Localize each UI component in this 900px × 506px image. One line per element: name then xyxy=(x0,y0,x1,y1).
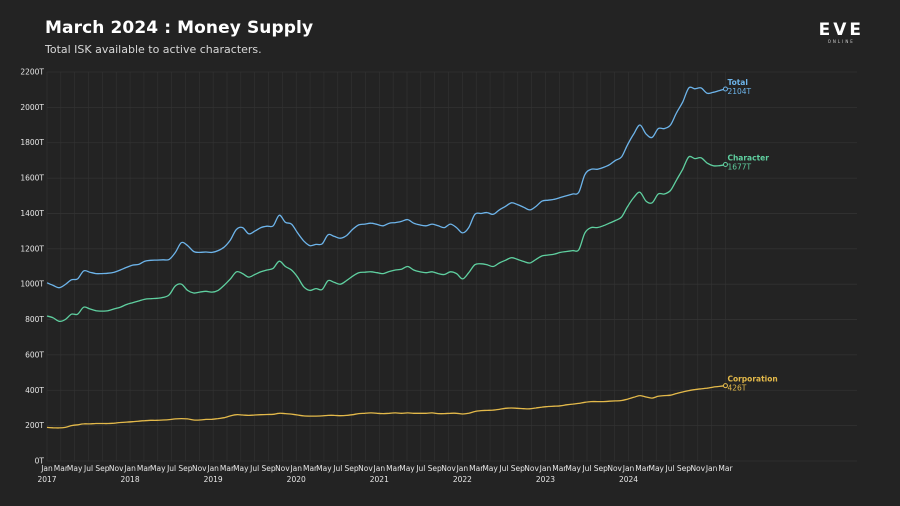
x-year-label: 2019 xyxy=(204,475,223,484)
x-tick-label: Mar xyxy=(469,464,484,473)
x-tick-label: Jul xyxy=(166,464,176,473)
y-tick-label: 1400T xyxy=(20,209,44,218)
x-tick-label: Mar xyxy=(137,464,152,473)
y-tick-label: 200T xyxy=(25,421,44,430)
x-tick-label: May xyxy=(565,464,581,473)
x-tick-label: Jul xyxy=(415,464,425,473)
y-tick-label: 1800T xyxy=(20,138,44,147)
series-end-marker-total xyxy=(722,86,728,92)
x-tick-label: Sep xyxy=(428,464,442,473)
x-axis: Jan Mar May Jul Sep Nov Jan Mar May Jul Sep Nov Jan M… xyxy=(37,464,733,484)
x-tick-label: Mar xyxy=(386,464,401,473)
x-tick-label: Jul xyxy=(498,464,508,473)
x-tick-label: Sep xyxy=(594,464,608,473)
x-tick-label: Jan xyxy=(705,464,718,473)
x-tick-label: Sep xyxy=(95,464,109,473)
x-year-label: 2023 xyxy=(536,475,555,484)
x-tick-label: Sep xyxy=(677,464,691,473)
x-tick-label: Jul xyxy=(83,464,93,473)
x-tick-label: Nov xyxy=(358,464,373,473)
y-tick-label: 800T xyxy=(25,315,44,324)
x-tick-label: Jul xyxy=(581,464,591,473)
x-year-label: 2024 xyxy=(619,475,638,484)
series-line-character xyxy=(46,155,726,323)
y-tick-label: 600T xyxy=(25,350,44,359)
x-tick-label: Mar xyxy=(635,464,650,473)
x-tick-label: Mar xyxy=(220,464,235,473)
x-tick-label: Jan xyxy=(40,464,53,473)
logo-wordmark: EVE xyxy=(818,20,864,40)
x-year-label: 2021 xyxy=(370,475,389,484)
x-tick-label: Mar xyxy=(718,464,733,473)
x-tick-label: Mar xyxy=(552,464,567,473)
x-tick-label: May xyxy=(648,464,664,473)
x-tick-label: Nov xyxy=(524,464,539,473)
x-tick-label: Nov xyxy=(109,464,124,473)
x-tick-label: Jan xyxy=(206,464,219,473)
series-line-total xyxy=(46,86,726,289)
chart-title: March 2024 : Money Supply xyxy=(45,18,314,38)
series-value-total: 2104T xyxy=(727,87,751,96)
x-tick-label: Nov xyxy=(607,464,622,473)
x-tick-label: Mar xyxy=(54,464,69,473)
x-tick-label: Jul xyxy=(332,464,342,473)
x-tick-label: Jan xyxy=(539,464,552,473)
x-tick-label: Nov xyxy=(275,464,290,473)
x-tick-label: Jan xyxy=(456,464,469,473)
series-name-total: Total xyxy=(727,78,748,87)
x-tick-label: Sep xyxy=(178,464,192,473)
x-tick-label: May xyxy=(399,464,415,473)
x-tick-label: May xyxy=(482,464,498,473)
x-year-label: 2022 xyxy=(453,475,472,484)
x-tick-label: Mar xyxy=(303,464,318,473)
x-tick-label: Jul xyxy=(249,464,259,473)
x-tick-label: Jan xyxy=(622,464,635,473)
eve-online-logo: EVE ONLINE xyxy=(819,22,864,45)
x-tick-label: Nov xyxy=(441,464,456,473)
x-year-label: 2018 xyxy=(121,475,140,484)
x-year-label: 2020 xyxy=(287,475,306,484)
x-tick-label: Jul xyxy=(665,464,675,473)
x-tick-label: Jan xyxy=(289,464,302,473)
y-tick-label: 400T xyxy=(25,386,44,395)
y-tick-label: 0T xyxy=(35,457,45,466)
x-tick-label: Jan xyxy=(373,464,386,473)
series-line-corporation xyxy=(46,385,726,429)
y-tick-label: 1000T xyxy=(20,280,44,289)
logo-tagline: ONLINE xyxy=(827,39,855,44)
x-tick-label: Sep xyxy=(345,464,359,473)
x-tick-label: Nov xyxy=(690,464,705,473)
x-tick-label: Jan xyxy=(123,464,136,473)
x-tick-label: May xyxy=(150,464,166,473)
x-tick-label: Sep xyxy=(261,464,275,473)
y-tick-label: 2000T xyxy=(20,103,44,112)
chart-subtitle: Total ISK available to active characters… xyxy=(45,43,262,56)
y-tick-label: 1600T xyxy=(20,174,44,183)
x-tick-label: May xyxy=(67,464,83,473)
series-lines xyxy=(46,86,728,429)
y-axis: 0T 200T 400T 600T 800T 1000T 1200T 1400T 1600T 18… xyxy=(20,68,44,466)
series-end-marker-character xyxy=(722,161,728,167)
series-name-corporation: Corporation xyxy=(727,375,777,384)
series-name-character: Character xyxy=(727,153,769,162)
x-tick-label: May xyxy=(233,464,249,473)
series-end-marker-corporation xyxy=(722,383,728,389)
series-value-corporation: 426T xyxy=(727,384,746,393)
chart-grid xyxy=(46,71,857,462)
y-tick-label: 2200T xyxy=(20,68,44,77)
y-tick-label: 1200T xyxy=(20,244,44,253)
x-tick-label: Sep xyxy=(511,464,525,473)
series-value-character: 1677T xyxy=(727,162,751,171)
x-tick-label: Nov xyxy=(192,464,207,473)
x-tick-label: May xyxy=(316,464,332,473)
x-year-label: 2017 xyxy=(37,475,56,484)
